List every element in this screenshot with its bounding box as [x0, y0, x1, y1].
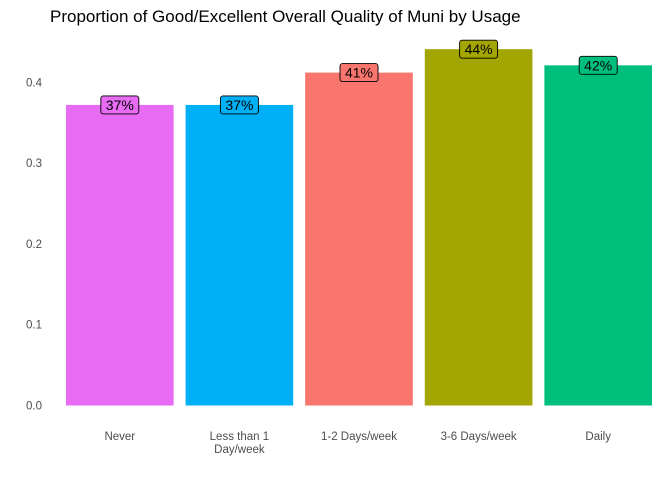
- x-tick-label: Never: [104, 431, 135, 443]
- y-axis: 0.0 0.1 0.2 0.3 0.4: [26, 77, 43, 412]
- data-label-box: [100, 95, 140, 115]
- y-tick-label: 0.0: [26, 401, 42, 413]
- data-label-box: [219, 95, 259, 115]
- x-axis: Never Less than 1 Day/week 1-2 Days/week 3-6…: [104, 431, 611, 456]
- bars: [65, 49, 653, 406]
- x-tick-label: Daily: [585, 431, 611, 443]
- data-label-box: [578, 55, 618, 75]
- data-label: 37%: [225, 97, 253, 113]
- data-label-box: [339, 63, 379, 83]
- y-tick-label: 0.1: [26, 320, 42, 332]
- bar: [305, 72, 413, 406]
- x-tick-label: 3-6 Days/week: [441, 431, 517, 443]
- bar: [544, 65, 653, 406]
- chart-title: Proportion of Good/Excellent Overall Qua…: [50, 7, 521, 26]
- bar: [185, 104, 294, 406]
- data-label: 42%: [584, 57, 612, 73]
- data-label: 41%: [345, 65, 373, 81]
- x-tick-label: 1-2 Days/week: [321, 431, 397, 443]
- bar: [65, 104, 174, 406]
- y-tick-label: 0.4: [26, 77, 43, 89]
- data-labels: 37% 37% 41% 44% 42%: [100, 39, 618, 115]
- data-label: 37%: [106, 97, 134, 113]
- y-tick-label: 0.2: [26, 239, 42, 251]
- bar: [424, 49, 533, 406]
- x-tick-label: Less than 1 Day/week: [210, 431, 269, 456]
- y-tick-label: 0.3: [26, 158, 42, 170]
- data-label-box: [459, 39, 499, 59]
- data-label: 44%: [465, 41, 493, 57]
